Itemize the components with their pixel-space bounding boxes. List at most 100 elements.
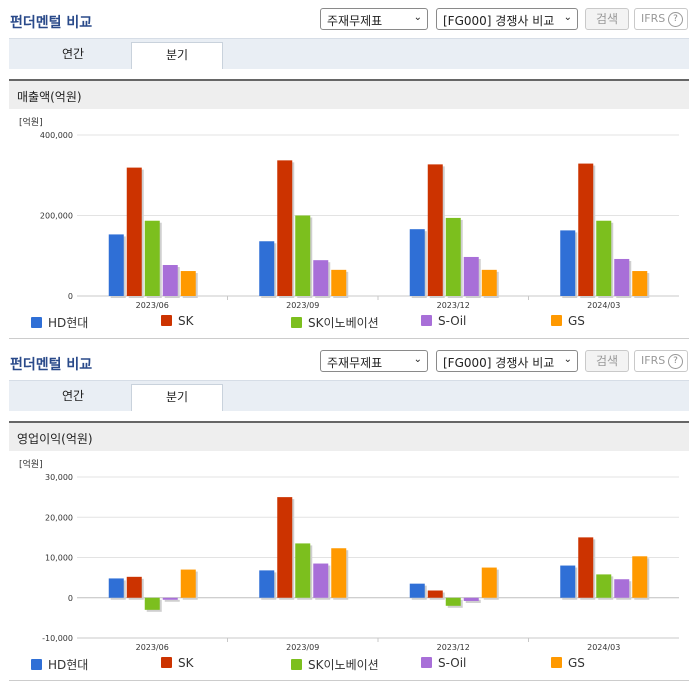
legend-swatch xyxy=(551,657,562,668)
bar[interactable] xyxy=(409,583,425,598)
bar[interactable] xyxy=(126,167,142,296)
statement-select-value: 주재무제표 xyxy=(327,356,383,370)
ifrs-button[interactable]: IFRS ? xyxy=(634,8,688,30)
legend-item[interactable]: SK xyxy=(161,314,194,328)
bar[interactable] xyxy=(427,590,443,598)
bar-shadow xyxy=(465,599,481,603)
statement-select[interactable]: 주재무제표 ⌄ xyxy=(320,8,428,30)
peer-select[interactable]: [FG000] 경쟁사 비교 ⌄ xyxy=(436,8,578,30)
legend-swatch xyxy=(31,317,42,328)
ifrs-label: IFRS xyxy=(641,12,666,25)
legend-item[interactable]: S-Oil xyxy=(421,656,466,670)
legend-item[interactable]: GS xyxy=(551,314,585,328)
bar[interactable] xyxy=(463,256,479,296)
bar[interactable] xyxy=(259,241,275,296)
panel-title: 펀더멘털 비교 xyxy=(10,15,93,31)
unit-label: [억원] xyxy=(19,458,43,470)
tab-quarterly[interactable]: 분기 xyxy=(131,42,223,69)
tab-annual[interactable]: 연간 xyxy=(61,389,85,403)
legend-swatch xyxy=(161,657,172,668)
legend-item[interactable]: S-Oil xyxy=(421,314,466,328)
bar[interactable] xyxy=(313,563,329,598)
bar[interactable] xyxy=(331,269,347,296)
bar[interactable] xyxy=(162,597,178,600)
bar[interactable] xyxy=(481,269,497,296)
fundamental-panel-operating-profit: 펀더멘털 비교 주재무제표 ⌄ [FG000] 경쟁사 비교 ⌄ 검색 IFRS… xyxy=(0,342,696,684)
question-circle-icon[interactable]: ? xyxy=(668,12,683,27)
bar[interactable] xyxy=(632,556,648,598)
bar[interactable] xyxy=(162,265,178,296)
legend-swatch xyxy=(551,315,562,326)
ifrs-button[interactable]: IFRS ? xyxy=(634,350,688,372)
legend-item[interactable]: SK이노베이션 xyxy=(291,314,379,331)
panel-title: 펀더멘털 비교 xyxy=(10,357,93,373)
bar[interactable] xyxy=(409,229,425,296)
bar[interactable] xyxy=(427,164,443,296)
statement-select-value: 주재무제표 xyxy=(327,14,383,28)
legend-item[interactable]: HD현대 xyxy=(31,656,88,673)
bar[interactable] xyxy=(144,220,160,296)
bar[interactable] xyxy=(596,574,612,598)
peer-select-value: [FG000] 경쟁사 비교 xyxy=(443,356,555,370)
operating-profit-chart: [억원] -10,000 0 10,000 20,000 30,000 2023/06 202… xyxy=(9,451,689,681)
bar[interactable] xyxy=(277,497,293,598)
panel-header: 펀더멘털 비교 주재무제표 ⌄ [FG000] 경쟁사 비교 ⌄ 검색 IFRS… xyxy=(0,0,696,38)
bar[interactable] xyxy=(463,597,479,601)
peer-select-value: [FG000] 경쟁사 비교 xyxy=(443,14,555,28)
bar[interactable] xyxy=(560,565,576,598)
legend-item[interactable]: SK이노베이션 xyxy=(291,656,379,673)
chevron-down-icon: ⌄ xyxy=(563,354,572,365)
bar[interactable] xyxy=(445,597,461,606)
bar[interactable] xyxy=(596,220,612,296)
legend-item[interactable]: SK xyxy=(161,656,194,670)
tab-annual[interactable]: 연간 xyxy=(61,47,85,61)
bar[interactable] xyxy=(445,217,461,296)
divider xyxy=(9,680,689,681)
x-category-label: 2023/09 xyxy=(286,643,319,651)
bar[interactable] xyxy=(331,548,347,598)
legend-item[interactable]: GS xyxy=(551,656,585,670)
bar[interactable] xyxy=(108,234,124,296)
statement-select[interactable]: 주재무제표 ⌄ xyxy=(320,350,428,372)
chevron-down-icon: ⌄ xyxy=(413,12,422,23)
tab-quarterly[interactable]: 분기 xyxy=(131,384,223,411)
bar[interactable] xyxy=(481,567,497,598)
search-button[interactable]: 검색 xyxy=(585,8,629,30)
bar[interactable] xyxy=(180,271,196,296)
x-category-label: 2023/09 xyxy=(286,301,319,309)
y-tick-label: -10,000 xyxy=(42,634,73,643)
operating-profit-chart-svg: [억원] -10,000 0 10,000 20,000 30,000 2023/06 202… xyxy=(19,458,679,651)
y-tick-label: 10,000 xyxy=(45,554,73,563)
bar[interactable] xyxy=(108,578,124,598)
bar[interactable] xyxy=(144,597,160,610)
legend-swatch xyxy=(291,317,302,328)
chart-legend: HD현대 SK SK이노베이션 S-Oil GS xyxy=(9,654,689,674)
bar[interactable] xyxy=(126,576,142,598)
search-button[interactable]: 검색 xyxy=(585,350,629,372)
legend-label: SK이노베이션 xyxy=(308,658,379,672)
section-title: 매출액(억원) xyxy=(17,90,82,104)
bar[interactable] xyxy=(614,258,630,296)
legend-label: S-Oil xyxy=(438,314,467,328)
bar[interactable] xyxy=(578,537,594,598)
period-tabs: 연간 분기 xyxy=(9,38,689,69)
chevron-down-icon: ⌄ xyxy=(413,354,422,365)
bar[interactable] xyxy=(295,215,311,297)
bar[interactable] xyxy=(295,543,311,598)
legend-swatch xyxy=(421,657,432,668)
question-circle-icon[interactable]: ? xyxy=(668,354,683,369)
period-tabs: 연간 분기 xyxy=(9,380,689,411)
bar[interactable] xyxy=(180,569,196,598)
bar[interactable] xyxy=(632,271,648,296)
bar[interactable] xyxy=(614,579,630,598)
legend-label: SK xyxy=(178,656,194,670)
bar[interactable] xyxy=(578,163,594,296)
ifrs-label: IFRS xyxy=(641,354,666,367)
chart-legend: HD현대 SK SK이노베이션 S-Oil GS xyxy=(9,312,689,332)
bar[interactable] xyxy=(259,570,275,598)
legend-item[interactable]: HD현대 xyxy=(31,314,88,331)
peer-select[interactable]: [FG000] 경쟁사 비교 ⌄ xyxy=(436,350,578,372)
bar[interactable] xyxy=(313,260,329,296)
bar[interactable] xyxy=(560,230,576,296)
bar[interactable] xyxy=(277,160,293,296)
